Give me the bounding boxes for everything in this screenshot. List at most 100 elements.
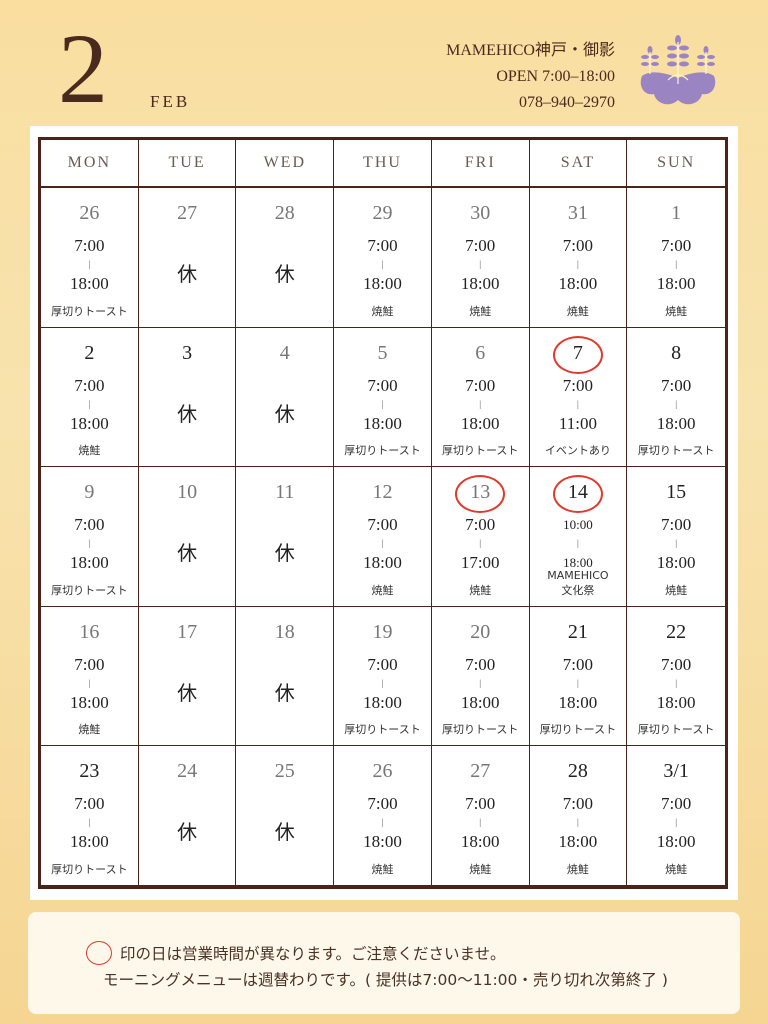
weekday-header: TUE bbox=[138, 140, 237, 188]
day-cell: 13 7:00 | 17:00 焼鮭 bbox=[431, 467, 530, 607]
notice-line-1: 印の日は営業時間が異なります。ご注意くださいませ。 bbox=[120, 945, 506, 963]
close-time: 18:00 bbox=[656, 413, 696, 433]
morning-menu-note: 厚切りトースト bbox=[627, 722, 725, 737]
weekday-header: MON bbox=[41, 140, 139, 188]
morning-menu-note: 厚切りトースト bbox=[530, 722, 627, 737]
day-number: 7 bbox=[572, 341, 583, 364]
close-time: 18:00 bbox=[69, 553, 109, 573]
morning-menu-note: 厚切りトースト bbox=[41, 583, 138, 598]
closed-label: 休 bbox=[274, 541, 295, 566]
calendar-card bbox=[30, 126, 738, 900]
open-time: 7:00 bbox=[367, 515, 398, 535]
time-separator: | bbox=[381, 538, 384, 549]
open-time: 7:00 bbox=[74, 794, 105, 814]
day-cell: 3/1 7:00 | 18:00 焼鮭 bbox=[627, 746, 725, 886]
note-text: 厚切りトースト bbox=[51, 863, 128, 876]
shop-name: MAMEHICO神戸・御影 bbox=[446, 42, 615, 59]
close-time: 18:00 bbox=[558, 274, 598, 293]
business-hours: 7:00 | 18:00 bbox=[530, 655, 627, 712]
note-text: 焼鮭 bbox=[665, 863, 688, 876]
open-time: 7:00 bbox=[661, 654, 692, 674]
business-hours: 7:00 | 18:00 bbox=[432, 655, 529, 712]
open-time: 7:00 bbox=[562, 654, 594, 674]
morning-menu-note: 厚切りトースト bbox=[627, 443, 725, 458]
note-text: 焼鮭 bbox=[469, 583, 492, 597]
red-circle-mark-icon bbox=[455, 475, 506, 514]
day-cell: 29 7:00 | 18:00 焼鮭 bbox=[334, 188, 432, 328]
closed-label: 休 bbox=[177, 680, 198, 705]
note-text: 厚切りトースト bbox=[344, 723, 421, 737]
business-hours: 7:00 | 18:00 bbox=[432, 376, 529, 433]
business-hours: 7:00 | 18:00 bbox=[334, 515, 431, 572]
day-cell: 18 休 bbox=[236, 606, 335, 747]
day-cell: 2 7:00 | 18:00 焼鮭 bbox=[41, 327, 139, 468]
morning-menu-note: 焼鮭 bbox=[627, 583, 725, 598]
weekday-header: THU bbox=[334, 140, 432, 188]
day-number: 18 bbox=[274, 620, 295, 643]
open-time: 7:00 bbox=[74, 375, 105, 395]
day-cell: 24 休 bbox=[138, 746, 237, 886]
time-separator: | bbox=[675, 398, 678, 409]
close-time: 18:00 bbox=[363, 274, 402, 293]
morning-menu-note: MAMEHICO 文化祭 bbox=[530, 568, 627, 598]
business-hours: 7:00 | 18:00 bbox=[627, 236, 725, 293]
day-number: 22 bbox=[666, 620, 687, 643]
red-circle-mark-icon bbox=[552, 335, 603, 374]
day-number: 9 bbox=[84, 481, 95, 504]
business-hours: 7:00 | 18:00 bbox=[334, 655, 431, 712]
close-time: 18:00 bbox=[558, 692, 598, 712]
day-cell: 16 7:00 | 18:00 焼鮭 bbox=[41, 606, 139, 747]
closed-label: 休 bbox=[274, 401, 295, 426]
business-hours: 7:00 | 18:00 bbox=[530, 794, 627, 851]
open-time: 7:00 bbox=[465, 375, 496, 395]
day-number: 11 bbox=[275, 481, 295, 504]
close-time: 18:00 bbox=[69, 832, 109, 852]
time-separator: | bbox=[88, 817, 91, 828]
month-abbr: FEB bbox=[150, 92, 191, 111]
open-time: 7:00 bbox=[367, 375, 398, 395]
note-text: 焼鮭 bbox=[566, 304, 589, 318]
business-hours: 7:00 | 18:00 bbox=[41, 376, 138, 433]
closed-label: 休 bbox=[274, 820, 295, 845]
weekday-header: WED bbox=[236, 140, 335, 188]
open-time: 7:00 bbox=[465, 654, 496, 674]
day-number: 29 bbox=[372, 202, 393, 224]
day-number: 21 bbox=[567, 620, 588, 643]
day-cell: 20 7:00 | 18:00 厚切りトースト bbox=[431, 606, 530, 747]
time-separator: | bbox=[577, 398, 579, 409]
closed-label: 休 bbox=[177, 541, 198, 566]
day-number: 16 bbox=[79, 620, 100, 643]
open-time: 7:00 bbox=[367, 654, 398, 674]
day-number: 26 bbox=[79, 202, 100, 224]
open-time: 7:00 bbox=[562, 794, 594, 814]
time-separator: | bbox=[381, 817, 384, 828]
note-text: 焼鮭 bbox=[665, 304, 688, 318]
closed-label: 休 bbox=[274, 262, 295, 286]
note-text: 焼鮭 bbox=[566, 863, 589, 876]
day-number: 23 bbox=[79, 760, 100, 783]
day-cell: 15 7:00 | 18:00 焼鮭 bbox=[627, 467, 725, 607]
day-cell: 8 7:00 | 18:00 厚切りトースト bbox=[627, 328, 725, 468]
day-number: 14 bbox=[567, 481, 588, 504]
day-number: 30 bbox=[470, 202, 491, 224]
open-time: 7:00 bbox=[661, 515, 692, 535]
weekday-header: SUN bbox=[627, 140, 725, 188]
open-time: 7:00 bbox=[74, 654, 105, 674]
close-time: 18:00 bbox=[363, 553, 402, 573]
day-number: 6 bbox=[475, 341, 486, 364]
morning-menu-note: 焼鮭 bbox=[432, 304, 529, 319]
shop-info: MAMEHICO神戸・御影 OPEN 7:00–18:00 078–940–29… bbox=[446, 38, 615, 116]
business-hours: 7:00 | 18:00 bbox=[432, 236, 529, 293]
day-cell: 30 7:00 | 18:00 焼鮭 bbox=[431, 188, 530, 328]
closed-label: 休 bbox=[177, 262, 198, 286]
day-cell: 28 7:00 | 18:00 焼鮭 bbox=[529, 746, 628, 886]
wisteria-crest-icon bbox=[640, 35, 716, 105]
open-time: 10:00 bbox=[563, 517, 593, 533]
morning-menu-note: イベントあり bbox=[530, 443, 627, 458]
day-cell: 28 休 bbox=[236, 188, 335, 328]
calendar-grid: MON TUE WED THU FRI SAT SUN 26 7:00 | 18:00 厚切りトースト… bbox=[38, 137, 728, 889]
morning-menu-note: 焼鮭 bbox=[530, 862, 627, 877]
day-number: 3 bbox=[182, 341, 193, 364]
day-cell: 17 休 bbox=[138, 606, 237, 747]
open-time: 7:00 bbox=[74, 515, 105, 535]
